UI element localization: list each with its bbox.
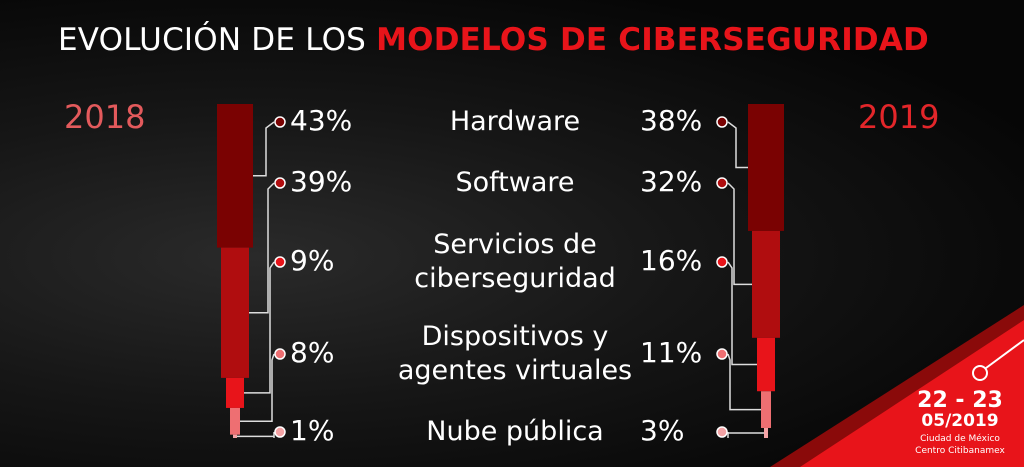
page-title: EVOLUCIÓN DE LOS MODELOS DE CIBERSEGURID…	[58, 22, 929, 58]
connector-dot	[716, 177, 728, 189]
category-label: Nube pública	[390, 415, 640, 449]
connector-dot	[716, 116, 728, 128]
event-venue: Centro Citibanamex	[915, 446, 1005, 456]
bar-segment-2019-1	[748, 104, 784, 231]
bar-segment-2018-3	[226, 377, 244, 408]
bar-segment-2018-4	[230, 407, 240, 435]
connector-line	[237, 432, 275, 438]
value-label-2019: 11%	[640, 336, 703, 369]
bar-segment-2019-2	[752, 230, 780, 338]
bar-segment-2018-2	[221, 247, 249, 378]
value-label-2018: 8%	[290, 336, 335, 369]
corner-node-icon	[972, 365, 988, 381]
event-month: 05/2019	[921, 411, 999, 431]
category-line: Dispositivos y	[421, 321, 609, 352]
connector-line	[727, 432, 764, 438]
connector-dot	[716, 348, 728, 360]
value-label-2018: 43%	[290, 104, 353, 137]
connector-line	[253, 121, 275, 177]
bar-segment-2019-5	[764, 427, 768, 438]
connector-line	[249, 182, 275, 314]
value-label-2019: 38%	[640, 104, 703, 137]
value-label-2019: 16%	[640, 244, 703, 277]
category-line: ciberseguridad	[414, 263, 616, 294]
year-2019: 2019	[858, 98, 940, 136]
bar-segment-2018-5	[233, 434, 237, 438]
category-line: Software	[455, 167, 575, 198]
corner-line	[985, 339, 1024, 369]
corner-banner	[800, 320, 1024, 467]
bar-segment-2019-4	[761, 391, 771, 428]
category-line: Nube pública	[426, 416, 604, 447]
value-label-2019: 3%	[640, 414, 685, 447]
event-city: Ciudad de México	[920, 434, 1000, 444]
title-part2: MODELOS DE CIBERSEGURIDAD	[376, 22, 929, 58]
category-label: Dispositivos y agentes virtuales	[390, 320, 640, 388]
value-label-2019: 32%	[640, 165, 703, 198]
connector-line	[244, 261, 275, 394]
value-label-2018: 9%	[290, 244, 335, 277]
connector-dot	[274, 348, 286, 360]
value-label-2018: 1%	[290, 414, 335, 447]
value-label-2018: 39%	[290, 165, 353, 198]
category-line: Hardware	[449, 106, 581, 137]
connector-dot	[716, 256, 728, 268]
category-label: Hardware	[390, 105, 640, 139]
category-label: Servicios de ciberseguridad	[390, 228, 640, 296]
category-label: Software	[390, 166, 640, 200]
connector-line	[727, 261, 757, 366]
connector-line	[727, 121, 748, 169]
category-line: Servicios de	[433, 229, 597, 260]
connector-dot	[274, 256, 286, 268]
connector-dot	[716, 426, 728, 438]
connector-dot	[274, 426, 286, 438]
event-days: 22 - 23	[917, 388, 1003, 413]
connector-dot	[274, 177, 286, 189]
bar-segment-2018-1	[217, 104, 253, 248]
connector-line	[727, 353, 761, 411]
bar-segment-2019-3	[757, 337, 775, 392]
connector-line	[727, 182, 752, 286]
connector-dot	[274, 116, 286, 128]
title-part1: EVOLUCIÓN DE LOS	[58, 22, 377, 58]
connector-line	[240, 353, 275, 423]
category-line: agentes virtuales	[397, 355, 633, 386]
year-2018: 2018	[64, 98, 146, 136]
